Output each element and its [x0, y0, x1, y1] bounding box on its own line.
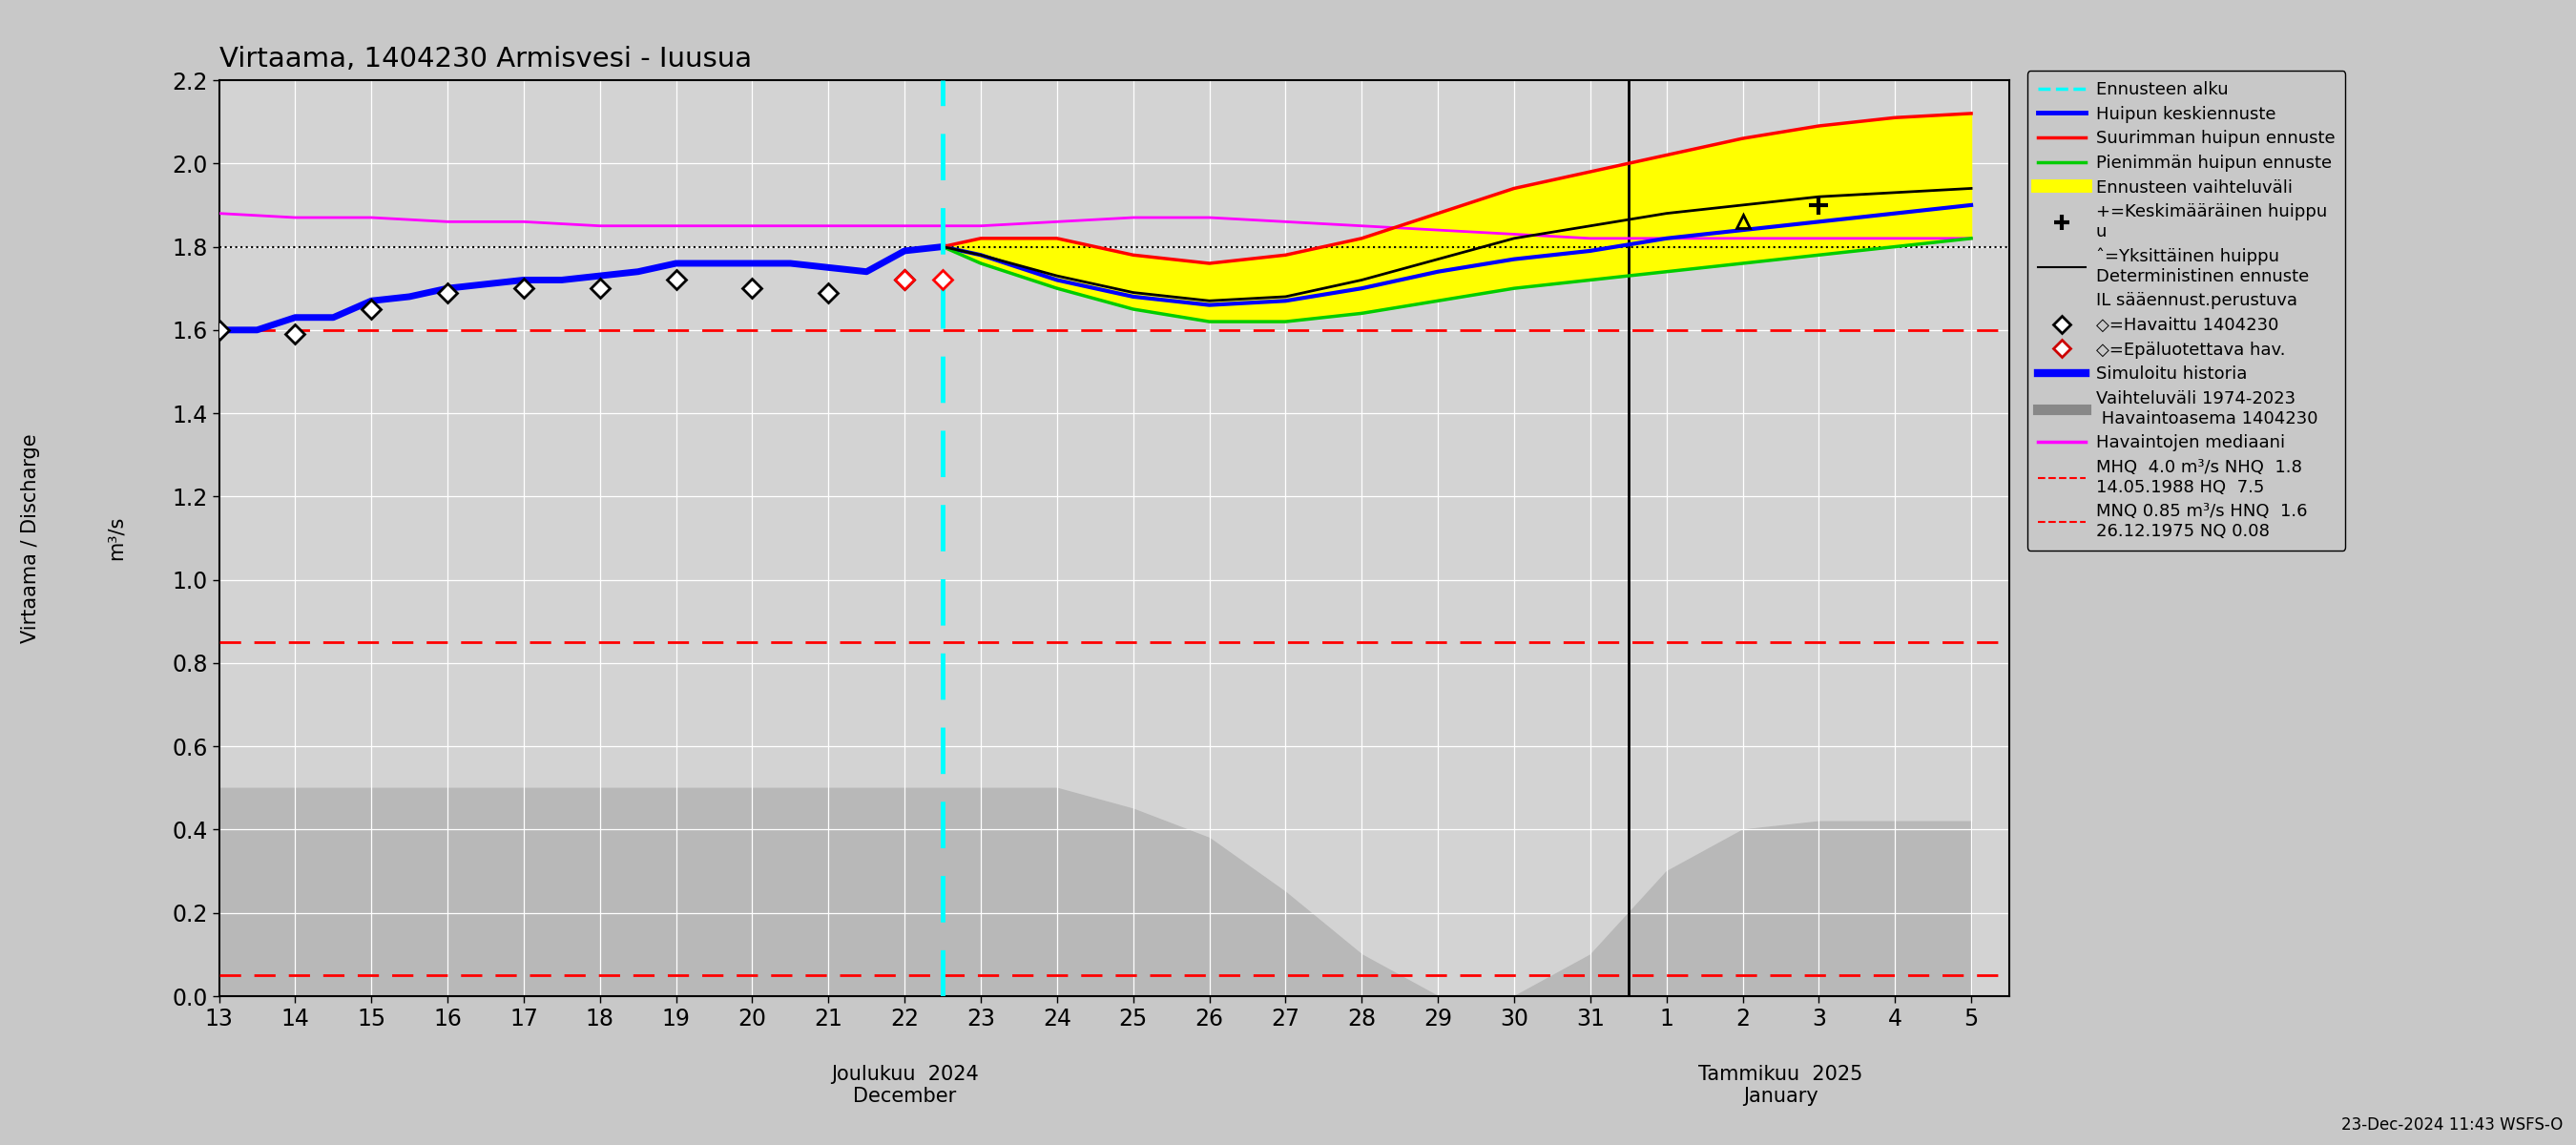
- Text: Joulukuu  2024
December: Joulukuu 2024 December: [832, 1065, 979, 1106]
- Legend: Ennusteen alku, Huipun keskiennuste, Suurimman huipun ennuste, Pienimmän huipun : Ennusteen alku, Huipun keskiennuste, Suu…: [2027, 71, 2347, 551]
- Text: Tammikuu  2025
January: Tammikuu 2025 January: [1698, 1065, 1862, 1106]
- Text: m³/s: m³/s: [106, 516, 126, 560]
- Text: 23-Dec-2024 11:43 WSFS-O: 23-Dec-2024 11:43 WSFS-O: [2342, 1116, 2563, 1134]
- Text: Virtaama / Discharge: Virtaama / Discharge: [21, 433, 41, 643]
- Text: Virtaama, 1404230 Armisvesi - Iuusua: Virtaama, 1404230 Armisvesi - Iuusua: [219, 46, 752, 72]
